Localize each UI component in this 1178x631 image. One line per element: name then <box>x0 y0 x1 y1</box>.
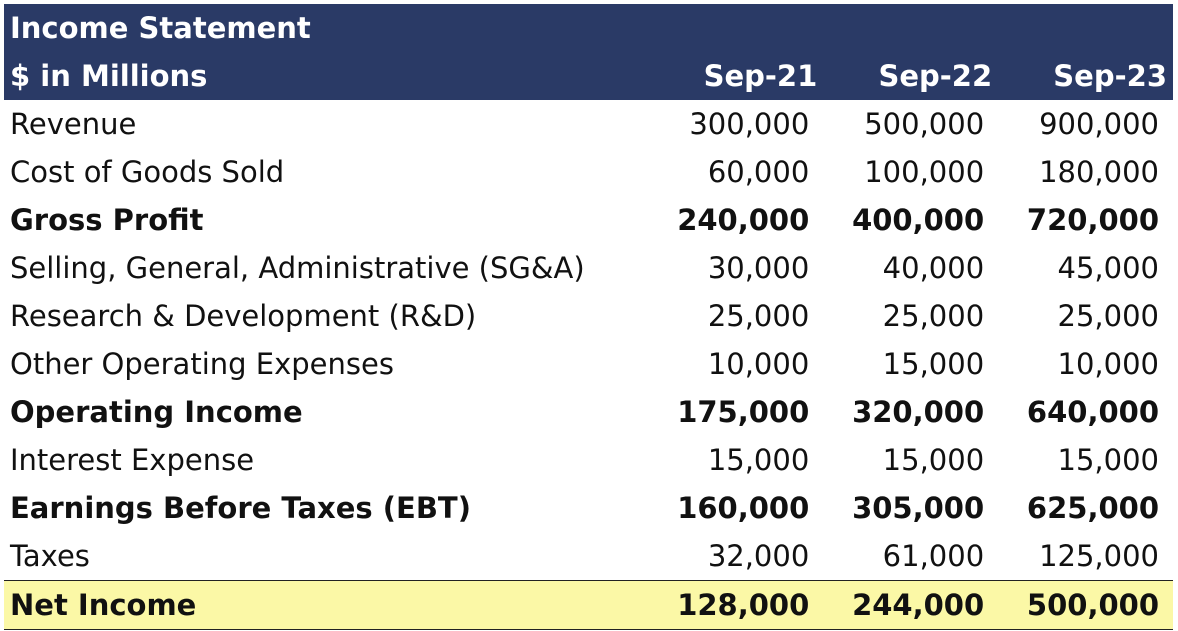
row-value: 625,000 <box>1026 491 1160 525</box>
row-value: 10,000 <box>707 347 810 381</box>
row-value: 60,000 <box>707 155 810 189</box>
row-value: 900,000 <box>1039 107 1160 141</box>
row-value: 180,000 <box>1039 155 1160 189</box>
row-label: Taxes <box>10 539 90 573</box>
income-statement-table: Income Statement $ in Millions Sep-21 Se… <box>4 4 1173 630</box>
row-value: 400,000 <box>852 203 985 237</box>
statement-title: Income Statement <box>10 11 311 45</box>
row-label: Cost of Goods Sold <box>10 155 285 189</box>
row-value: 240,000 <box>677 203 810 237</box>
table-row-interest-expense: Interest Expense 15,000 15,000 15,000 <box>4 436 1173 484</box>
row-value: 15,000 <box>882 443 985 477</box>
row-label: Research & Development (R&D) <box>10 299 477 333</box>
row-label: Revenue <box>10 107 137 141</box>
row-value: 244,000 <box>852 588 985 622</box>
row-value: 45,000 <box>1057 251 1160 285</box>
row-value: 100,000 <box>864 155 985 189</box>
row-value: 640,000 <box>1026 395 1160 429</box>
table-row-cogs: Cost of Goods Sold 60,000 100,000 180,00… <box>4 148 1173 196</box>
row-label: Interest Expense <box>10 443 255 477</box>
row-value: 15,000 <box>707 443 810 477</box>
table-row-operating-income: Operating Income 175,000 320,000 640,000 <box>4 388 1173 436</box>
row-label: Earnings Before Taxes (EBT) <box>10 491 471 525</box>
row-label: Net Income <box>10 588 197 622</box>
row-value: 300,000 <box>689 107 810 141</box>
period-header: Sep-22 <box>878 59 993 93</box>
row-value: 30,000 <box>707 251 810 285</box>
row-value: 15,000 <box>882 347 985 381</box>
row-value: 175,000 <box>677 395 810 429</box>
table-row-rnd: Research & Development (R&D) 25,000 25,0… <box>4 292 1173 340</box>
table-row-taxes: Taxes 32,000 61,000 125,000 <box>4 532 1173 580</box>
row-value: 500,000 <box>864 107 985 141</box>
period-header: Sep-23 <box>1053 59 1168 93</box>
row-value: 25,000 <box>707 299 810 333</box>
row-value: 61,000 <box>882 539 985 573</box>
row-value: 125,000 <box>1039 539 1160 573</box>
row-value: 10,000 <box>1057 347 1160 381</box>
table-row-sga: Selling, General, Administrative (SG&A) … <box>4 244 1173 292</box>
header-title-row: Income Statement <box>4 4 1173 52</box>
row-value: 40,000 <box>882 251 985 285</box>
row-label: Operating Income <box>10 395 303 429</box>
row-value: 15,000 <box>1057 443 1160 477</box>
row-value: 160,000 <box>677 491 810 525</box>
row-value: 500,000 <box>1026 588 1160 622</box>
table-row-gross-profit: Gross Profit 240,000 400,000 720,000 <box>4 196 1173 244</box>
table-row-revenue: Revenue 300,000 500,000 900,000 <box>4 100 1173 148</box>
row-value: 305,000 <box>852 491 985 525</box>
row-value: 128,000 <box>677 588 810 622</box>
row-value: 320,000 <box>852 395 985 429</box>
table-header: Income Statement $ in Millions Sep-21 Se… <box>4 4 1173 100</box>
table-row-ebt: Earnings Before Taxes (EBT) 160,000 305,… <box>4 484 1173 532</box>
period-header: Sep-21 <box>703 59 818 93</box>
table-row-net-income: Net Income 128,000 244,000 500,000 <box>4 580 1173 630</box>
header-units-row: $ in Millions Sep-21 Sep-22 Sep-23 <box>4 52 1173 100</box>
row-value: 720,000 <box>1026 203 1160 237</box>
row-value: 25,000 <box>882 299 985 333</box>
row-label: Other Operating Expenses <box>10 347 394 381</box>
table-row-other-opex: Other Operating Expenses 10,000 15,000 1… <box>4 340 1173 388</box>
row-label: Selling, General, Administrative (SG&A) <box>10 251 585 285</box>
row-value: 32,000 <box>707 539 810 573</box>
row-value: 25,000 <box>1057 299 1160 333</box>
row-label: Gross Profit <box>10 203 204 237</box>
units-label: $ in Millions <box>10 59 208 93</box>
